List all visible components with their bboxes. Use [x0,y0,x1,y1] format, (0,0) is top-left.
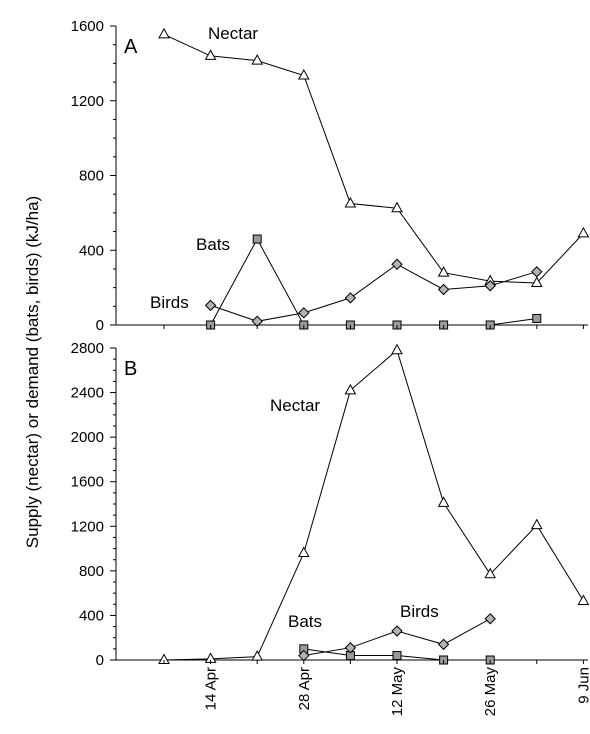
panel-a-birds-line [210,263,537,322]
panel-a-birds-label: Birds [150,293,189,312]
panel-b-bats-label: Bats [288,612,322,631]
panel-a-birds-point [437,283,450,296]
panel-b-nectar-point [391,343,403,355]
x-tick-label: 28 Apr [296,667,313,710]
panel-b-y-tick-label: 0 [96,652,104,669]
panel-a-nectar-point [391,201,403,213]
panel-a-y-tick-label: 1600 [71,18,104,35]
panel-b-nectar-line [163,349,584,661]
panel-b-birds-point [344,642,357,654]
panel-b-birds-line [303,618,491,656]
panel-a-y-tick-label: 800 [79,168,104,185]
panel-a-nectar-line [163,33,584,284]
x-tick-label: 26 May [482,667,499,717]
x-tick-label: 9 Jun [575,667,590,704]
panel-b-nectar-point [577,594,590,605]
panel-a-birds-point [531,266,543,278]
panel-a-nectar-point [344,197,357,208]
panel-b-label: B [124,358,137,380]
panel-a-nectar-point [530,276,543,287]
panel-a-birds-point [344,292,357,304]
panel-a-birds-point [204,299,217,312]
panel-b-nectar-point [484,567,497,579]
panel-b-y-tick-label: 1600 [71,474,104,491]
y-axis-title: Supply (nectar) or demand (bats, birds) … [23,196,42,548]
panel-a-bats-label: Bats [196,235,230,254]
panel-b-birds-point [391,625,403,637]
panel-b-y-tick-label: 400 [79,607,104,624]
panel-b-bats-point [392,651,402,661]
panel-b-nectar-point [344,383,357,395]
panel-b-nectar-label: Nectar [270,396,320,415]
panel-a-label: A [124,36,138,58]
panel-b-nectar-point [251,650,264,661]
panel-a-y-tick-label: 0 [96,317,104,334]
panel-b-nectar-point [297,546,310,558]
panel-a-bats-point [252,234,262,244]
panel-a-birds-point [484,280,496,292]
panel-b-y-tick-label: 1200 [71,518,104,535]
panel-b-birds-point [437,638,450,651]
panel-a-nectar-point [204,49,217,60]
panel-a-bats-point [532,313,542,323]
panel-b: B 0 400 800 1200 1600 2000 2400 2800 Nectar Bat… [71,340,590,669]
x-tick-label: 12 May [389,667,406,717]
panel-a-nectar-point [437,266,450,277]
panel-b-nectar-point [530,518,543,530]
panel-a: A 0 400 800 1200 1600 Nectar Bats Birds [71,18,590,334]
x-tick-label: 14 Apr [203,667,220,710]
panel-a-birds-point [391,258,403,270]
panel-b-birds-label: Birds [400,602,439,621]
panel-b-birds-point [484,613,496,625]
panel-a-nectar-point [577,226,590,238]
panel-a-nectar-label: Nectar [208,24,258,43]
panel-a-nectar-point [251,54,264,65]
panel-b-y-tick-label: 2800 [71,340,104,357]
panel-a-y-tick-label: 400 [79,242,104,259]
panel-b-y-tick-label: 2000 [71,429,104,446]
panel-b-nectar-point [437,496,450,507]
panel-a-nectar-point [158,27,170,39]
panel-b-y-tick-label: 2400 [71,385,104,402]
panel-b-y-tick-label: 800 [79,563,104,580]
panel-a-birds-point [298,307,310,319]
panel-a-y-tick-label: 1200 [71,93,104,110]
panel-a-nectar-point [297,68,310,80]
panel-a-bats-line [210,237,537,326]
